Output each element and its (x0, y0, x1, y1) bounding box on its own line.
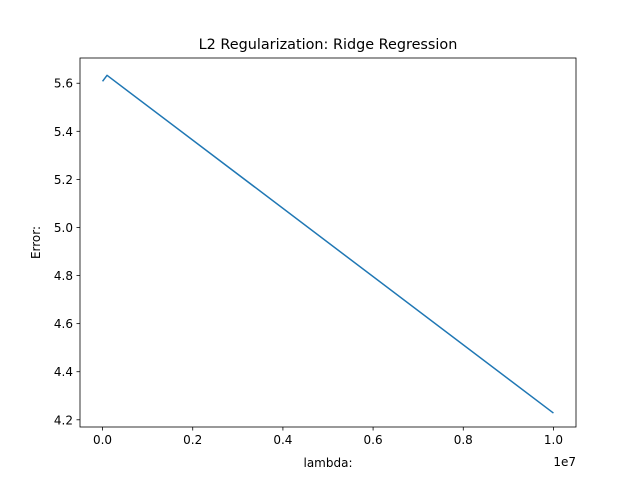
x-axis-label: lambda: (303, 456, 352, 470)
series-line (101, 74, 554, 414)
y-tick-label: 4.8 (54, 269, 73, 283)
y-tick-label: 4.2 (54, 413, 73, 427)
x-tick-label: 0.0 (93, 433, 112, 447)
y-axis-label: Error: (29, 226, 43, 259)
x-tick-label: 0.2 (183, 433, 202, 447)
x-tick-label: 0.4 (273, 433, 292, 447)
x-tick-label: 1.0 (544, 433, 563, 447)
x-axis-offset-label: 1e7 (553, 455, 576, 469)
y-axis: 4.2 4.4 4.6 4.8 5.0 5.2 5.4 5.6 (54, 77, 80, 427)
y-tick-label: 4.6 (54, 317, 73, 331)
y-tick-label: 5.0 (54, 221, 73, 235)
y-tick-label: 4.4 (54, 365, 73, 379)
x-axis: 0.0 0.2 0.4 0.6 0.8 1.0 (93, 427, 563, 447)
x-tick-label: 0.8 (454, 433, 473, 447)
y-tick-label: 5.2 (54, 173, 73, 187)
y-tick-label: 5.4 (54, 125, 73, 139)
x-tick-label: 0.6 (364, 433, 383, 447)
y-tick-label: 5.6 (54, 77, 73, 91)
plot-frame (79, 57, 577, 428)
series-layer (101, 74, 554, 414)
chart-title: L2 Regularization: Ridge Regression (199, 37, 458, 53)
